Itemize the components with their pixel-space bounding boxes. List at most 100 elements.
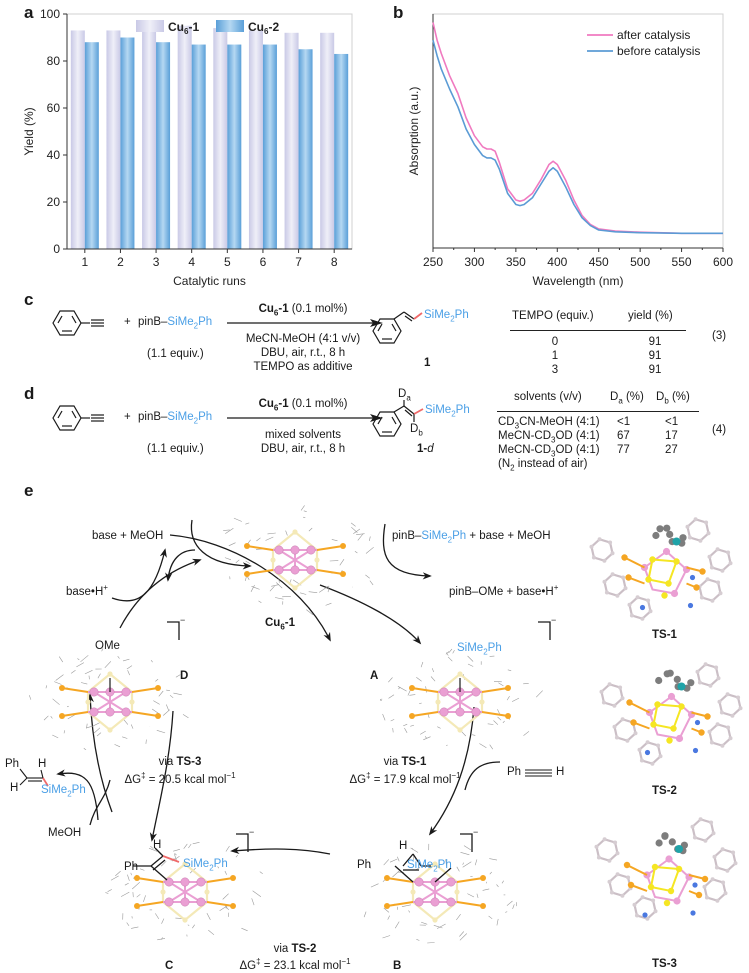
bar-Cu6-2-run-8 — [334, 53, 349, 250]
phosphine-bonds — [386, 877, 484, 907]
carbon-atom — [726, 550, 731, 555]
step-label-TS2: via TS-2 — [273, 943, 317, 955]
intermediate-B-h: H — [399, 840, 408, 852]
alkyne-ligand-bonds — [133, 847, 168, 881]
carbon-atom — [618, 685, 623, 690]
copper-atom — [89, 687, 99, 697]
nitrogen-atom — [687, 602, 694, 609]
alkyne-in-ph: Ph — [507, 766, 522, 778]
phosphorus-atom — [244, 571, 250, 577]
bar-Cu6-2-run-4 — [191, 44, 206, 249]
phosphorus-atom — [134, 875, 140, 881]
charge-sign-D: − — [180, 615, 186, 625]
product-silyl-group-d: SiMe2Ph — [425, 404, 470, 419]
carbon-atom — [612, 703, 617, 708]
reagent-equiv-c: (1.1 equiv.) — [147, 348, 204, 360]
solvent-row-2-solvent: MeCN-CD3OD (4:1) — [498, 430, 600, 445]
substrate-carbon-atom — [661, 832, 669, 840]
carbon-atom — [715, 898, 720, 903]
condition-solvent-c: MeCN-MeOH (4:1 v/v) — [245, 333, 361, 345]
y-axis-label: Yield (%) — [22, 107, 36, 155]
carbon-atom — [703, 838, 708, 843]
charge-bracket-D — [167, 621, 180, 640]
intermediate-label-B: B — [393, 960, 402, 972]
sulfur-atom — [670, 725, 677, 732]
phosphorus-atom — [699, 568, 706, 575]
energy-barrier-TS1: ΔG‡ = 17.9 kcal mol−1 — [349, 771, 461, 786]
byproduct-pinb-ome: pinB–OMe + base•H+ — [449, 583, 559, 598]
carbon-atom — [685, 524, 690, 529]
sulfur-atom — [270, 557, 276, 563]
bar-Cu6-1-run-5 — [213, 28, 228, 249]
tempo-table-header-1: TEMPO (equiv.) — [512, 310, 594, 322]
copper-atom — [673, 897, 681, 905]
product-out-silyl: SiMe2Ph — [41, 784, 86, 799]
copper-atom — [471, 687, 481, 697]
equation-number-3: (3) — [712, 330, 727, 342]
carbon-atom — [726, 725, 731, 730]
nitrogen-atom — [692, 882, 698, 888]
nitrogen-atom — [639, 604, 646, 611]
copper-atom — [105, 707, 115, 717]
sulfur-atom — [667, 887, 675, 895]
intermediate-B-cluster-structure — [363, 843, 517, 944]
phosphorus-atom — [59, 713, 65, 719]
bar-Cu6-2-run-6 — [262, 44, 277, 249]
copper-atom — [180, 897, 190, 907]
sulfur-atom — [107, 671, 113, 677]
phosphorus-atom — [244, 543, 250, 549]
panel-letter-b: b — [393, 3, 404, 22]
solvent-row-3-solvent: MeCN-CD3OD (4:1) — [498, 444, 600, 459]
arrow-meoh-in — [89, 779, 111, 826]
copper-atom — [196, 897, 206, 907]
ligand-wireframe — [380, 648, 543, 750]
carbon-atom — [710, 598, 715, 603]
copper-atom — [121, 707, 131, 717]
charge-sign-A: − — [551, 615, 557, 625]
plus-sign-c: + — [124, 316, 131, 328]
intermediate-A-cluster-structure — [380, 648, 543, 750]
product-number-1d: 1-d — [417, 443, 434, 455]
legend-label-after-catalysis: after catalysis — [617, 28, 690, 42]
copper-atom — [439, 687, 449, 697]
nitrogen-atom — [644, 749, 651, 756]
carbon-atom — [607, 879, 612, 884]
carbon-atom — [723, 891, 728, 896]
phosphorus-atom — [230, 875, 236, 881]
carbon-atom — [609, 890, 614, 895]
deuterium-label-b: Db — [410, 423, 423, 438]
bar-Cu6-1-run-7 — [284, 32, 299, 249]
carbon-atom — [731, 850, 736, 855]
arrow-alkyne-in — [165, 549, 196, 582]
intermediate-C-ph: Ph — [124, 861, 139, 873]
x-tick-label: 600 — [713, 255, 733, 269]
phosphine-bonds — [61, 687, 159, 717]
nitrogen-atom — [692, 747, 699, 754]
x-tick-label: 5 — [224, 255, 231, 269]
ligand-wireframe — [223, 505, 374, 615]
carbon-atom — [594, 844, 599, 849]
line-chart-absorption: 250 300 350 400 450 500 550 600 Wavelength (nm) A… — [407, 13, 733, 288]
x-tick-label: 2 — [117, 255, 124, 269]
phosphorus-atom — [505, 685, 511, 691]
bar-Cu6-2-run-2 — [120, 37, 135, 249]
sulfur-atom — [204, 889, 210, 895]
carbon-atom — [704, 520, 709, 525]
y-tick-label: 60 — [47, 101, 61, 115]
intermediate-C-h: H — [153, 839, 162, 851]
carbon-atom — [697, 680, 702, 685]
phosphorus-atom — [59, 685, 65, 691]
tempo-row-1-yield: 91 — [648, 336, 662, 348]
sulfur-atom — [479, 699, 485, 705]
copper-atom — [274, 545, 284, 555]
substrate-carbon-atom — [680, 841, 688, 849]
solvent-row-1-da: <1 — [617, 416, 631, 428]
copper-atom — [274, 565, 284, 575]
copper-atom — [180, 877, 190, 887]
carbon-atom — [709, 820, 714, 825]
carbon-atom — [715, 547, 720, 552]
carbon-atom — [610, 572, 615, 577]
carbon-atom — [632, 902, 637, 907]
carbon-atom — [637, 747, 642, 752]
